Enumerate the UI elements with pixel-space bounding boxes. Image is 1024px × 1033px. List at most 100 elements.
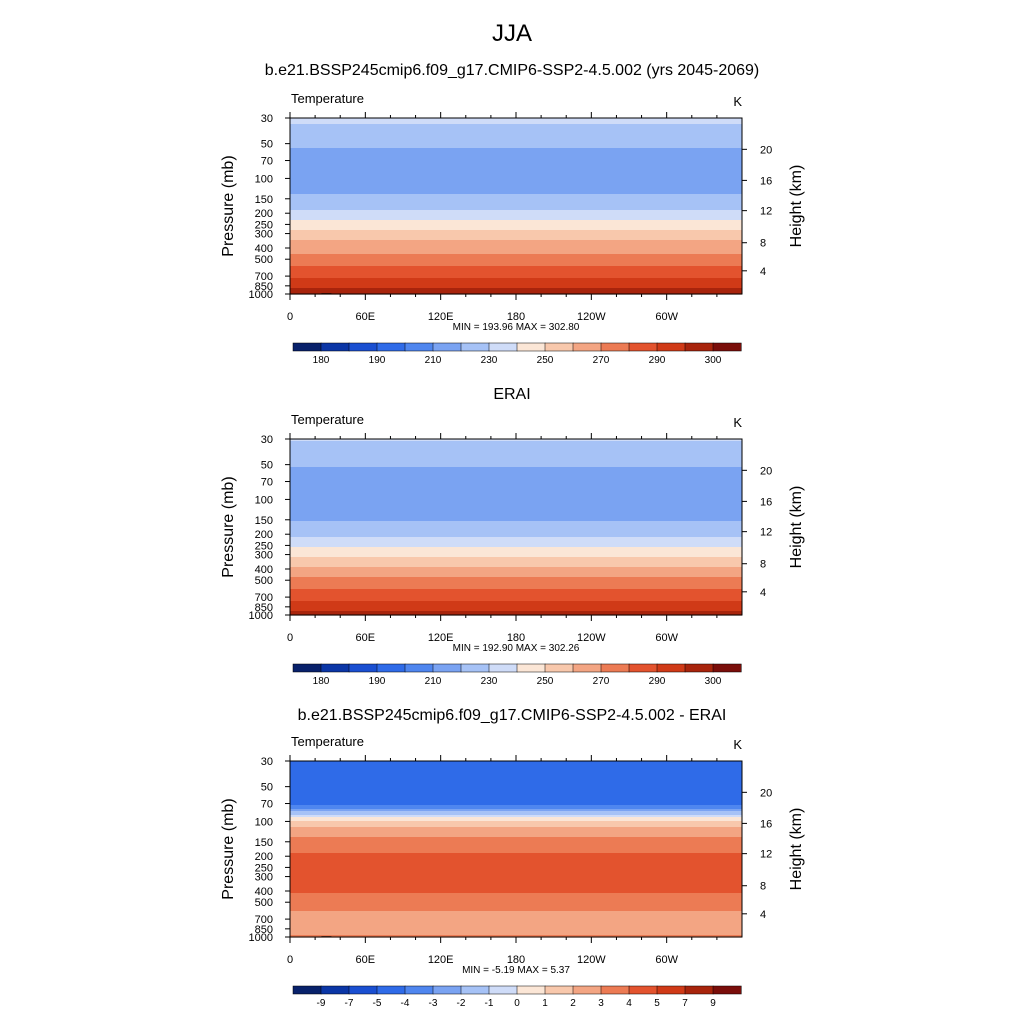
heatmap-body <box>290 439 742 616</box>
colorbar-label: 190 <box>369 355 386 366</box>
y-axis-title-right: Height (km) <box>788 808 805 891</box>
stats-label: MIN = -5.19 MAX = 5.37 <box>462 965 570 976</box>
colorbar-swatch <box>517 664 545 672</box>
colorbar-swatch <box>545 986 573 994</box>
x-tick-label: 60W <box>655 311 678 323</box>
colorbar-swatch <box>433 343 461 351</box>
colorbar-label: -5 <box>373 998 382 1009</box>
colorbar-swatch <box>517 986 545 994</box>
colorbar-swatch <box>713 664 741 672</box>
colorbar-label: 180 <box>313 676 330 687</box>
right-tick-label: 16 <box>760 818 772 830</box>
colorbar-label: 7 <box>682 998 688 1009</box>
colorbar-swatch <box>629 343 657 351</box>
colorbar-swatch <box>545 664 573 672</box>
x-tick-label: 120E <box>428 954 454 966</box>
colorbar-swatch <box>657 664 685 672</box>
y-tick-label: 70 <box>261 477 273 489</box>
right-tick-label: 8 <box>760 559 766 571</box>
colorbar-swatch <box>293 986 321 994</box>
colorbar-label: 230 <box>481 355 498 366</box>
colorbar-swatch <box>601 986 629 994</box>
colorbar-label: 9 <box>710 998 716 1009</box>
variable-label: Temperature <box>291 412 364 427</box>
heatmap-body <box>290 118 742 295</box>
y-tick-label: 150 <box>255 515 273 527</box>
units-label: K <box>733 415 742 430</box>
colorbar-label: 230 <box>481 676 498 687</box>
right-tick-label: 12 <box>760 206 772 218</box>
heatmap-body <box>290 761 742 938</box>
x-tick-label: 120W <box>577 311 606 323</box>
colorbar-label: -4 <box>401 998 410 1009</box>
colorbar-label: 5 <box>654 998 660 1009</box>
x-tick-label: 60E <box>356 632 376 644</box>
colorbar-swatch <box>349 986 377 994</box>
colorbar-label: -1 <box>485 998 494 1009</box>
colorbar-swatch <box>377 664 405 672</box>
colorbar-swatch <box>461 343 489 351</box>
y-tick-label: 500 <box>255 575 273 587</box>
colorbar-label: 290 <box>649 355 666 366</box>
y-tick-label: 200 <box>255 851 273 863</box>
y-tick-label: 400 <box>255 886 273 898</box>
colorbar-label: 190 <box>369 676 386 687</box>
colorbar-swatch <box>433 664 461 672</box>
y-axis-title: Pressure (mb) <box>220 155 237 256</box>
x-tick-label: 0 <box>287 954 293 966</box>
variable-label: Temperature <box>291 734 364 749</box>
y-tick-label: 1000 <box>249 932 273 944</box>
right-tick-label: 4 <box>760 909 766 921</box>
right-tick-label: 12 <box>760 527 772 539</box>
colorbar-swatch <box>573 664 601 672</box>
colorbar-swatch <box>685 664 713 672</box>
colorbar-label: -3 <box>429 998 438 1009</box>
y-tick-label: 100 <box>255 816 273 828</box>
y-tick-label: 50 <box>261 460 273 472</box>
colorbar-label: 250 <box>537 355 554 366</box>
y-tick-label: 30 <box>261 113 273 125</box>
colorbar-swatch <box>629 986 657 994</box>
colorbar-swatch <box>685 343 713 351</box>
colorbar-swatch <box>657 986 685 994</box>
y-tick-label: 100 <box>255 173 273 185</box>
right-tick-label: 16 <box>760 175 772 187</box>
panel-1-title: b.e21.BSSP245cmip6.f09_g17.CMIP6-SSP2-4.… <box>0 62 1024 80</box>
right-tick-label: 20 <box>760 144 772 156</box>
colorbar-swatch <box>461 986 489 994</box>
y-axis-title: Pressure (mb) <box>220 798 237 899</box>
colorbar-swatch <box>349 664 377 672</box>
y-tick-label: 500 <box>255 897 273 909</box>
panel-2-title: ERAI <box>0 386 1024 404</box>
y-tick-label: 30 <box>261 756 273 768</box>
y-tick-label: 70 <box>261 799 273 811</box>
colorbar-label: -2 <box>457 998 466 1009</box>
variable-label: Temperature <box>291 91 364 106</box>
units-label: K <box>733 737 742 752</box>
y-tick-label: 200 <box>255 208 273 220</box>
y-tick-label: 200 <box>255 529 273 541</box>
y-tick-label: 300 <box>255 872 273 884</box>
x-tick-label: 120E <box>428 311 454 323</box>
colorbar-label: 300 <box>705 676 722 687</box>
colorbar-swatch <box>405 986 433 994</box>
y-tick-label: 1000 <box>249 289 273 301</box>
colorbar-swatch <box>517 343 545 351</box>
figure-title: JJA <box>0 20 1024 48</box>
colorbar-swatch <box>629 664 657 672</box>
colorbar-label: 3 <box>598 998 604 1009</box>
colorbar-label: 1 <box>542 998 548 1009</box>
colorbar-swatch <box>601 664 629 672</box>
colorbar-swatch <box>713 343 741 351</box>
colorbar-label: 0 <box>514 998 520 1009</box>
colorbar-swatch <box>573 986 601 994</box>
right-tick-label: 4 <box>760 266 766 278</box>
colorbar-swatch <box>545 343 573 351</box>
colorbar-label: 4 <box>626 998 632 1009</box>
y-tick-label: 1000 <box>249 610 273 622</box>
colorbar-label: -7 <box>345 998 354 1009</box>
colorbar-swatch <box>489 343 517 351</box>
colorbar-swatch <box>489 664 517 672</box>
